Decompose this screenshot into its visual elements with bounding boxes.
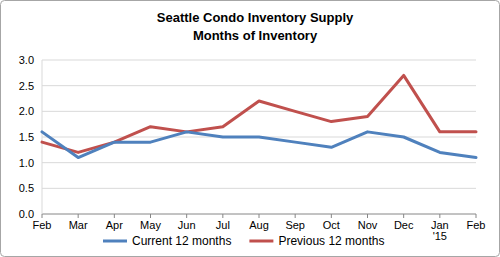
x-tick-label: Sep [285,219,305,231]
chart: Seattle Condo Inventory Supply Months of … [0,0,500,257]
y-tick-label: 3.0 [19,54,34,66]
x-tick-label: Jul [216,219,230,231]
grid-line [42,111,476,112]
series-line [42,132,476,158]
x-tick-label: Feb [467,219,486,231]
x-tick-label: Aug [249,219,269,231]
grid-line [42,162,476,163]
x-tick [259,214,260,218]
y-axis-line [42,60,43,214]
x-tick [439,214,440,218]
chart-frame [1,1,500,257]
subtitle: Months of Inventory [193,28,318,43]
legend-swatch [103,240,127,243]
lines [42,75,476,157]
x-tick-label: Oct [323,219,340,231]
x-tick [222,214,223,218]
grid-line [42,60,476,61]
y-tick-label: 0.5 [19,182,34,194]
x-tick [150,214,151,218]
y-tick-label: 2.0 [19,105,34,117]
x-tick-label: Jan'15 [431,219,449,242]
x-tick-label: Dec [394,219,414,231]
y-tick-label: 2.5 [19,80,34,92]
legend-label: Current 12 months [132,234,231,248]
title: Seattle Condo Inventory Supply [157,10,354,25]
legend-swatch [249,240,273,243]
x-tick [42,214,43,218]
x-tick [186,214,187,218]
x-tick-label: Nov [358,219,378,231]
grid-line [42,188,476,189]
x-tick [114,214,115,218]
x-tick-label: May [140,219,161,231]
x-tick [476,214,477,218]
x-tick [403,214,404,218]
legend-label: Previous 12 months [278,234,384,248]
x-tick [295,214,296,218]
x-tick [78,214,79,218]
x-tick-label: Mar [69,219,88,231]
x-tick [367,214,368,218]
x-tick-label: Feb [33,219,52,231]
x-tick-label: Jun [178,219,196,231]
x-tick [331,214,332,218]
y-tick-label: 1.5 [19,131,34,143]
x-tick-label: Apr [106,219,123,231]
y-tick-label: 1.0 [19,157,34,169]
